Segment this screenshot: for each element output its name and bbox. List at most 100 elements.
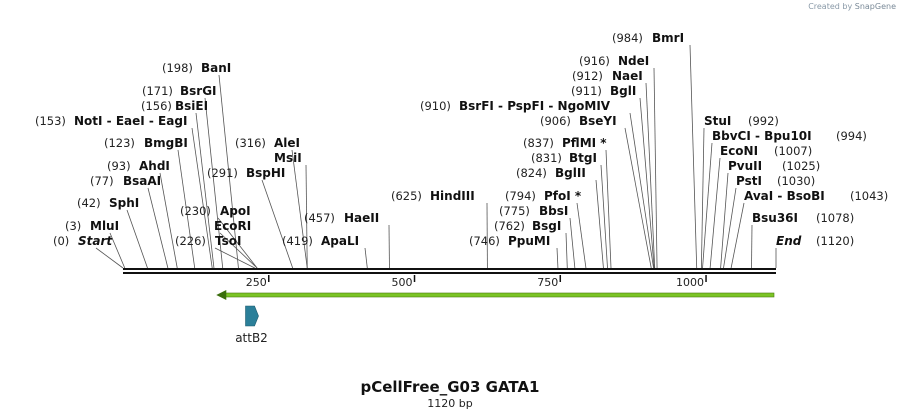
site-line-start — [95, 247, 124, 269]
site-position-bsu36i: (1078) — [816, 211, 854, 225]
axis-tick-label-500: 500 — [392, 276, 413, 289]
site-label-avai-bsobi[interactable]: AvaI - BsoBI — [744, 189, 825, 203]
site-line-bbsi — [569, 217, 576, 269]
site-label-end[interactable]: End — [776, 234, 802, 248]
site-position-pfoi: (794) — [505, 189, 536, 203]
features[interactable]: attB2 — [235, 305, 268, 345]
site-label-bmgbi[interactable]: BmgBI — [144, 136, 188, 150]
site-label-bgli[interactable]: BglI — [610, 84, 636, 98]
site-position-ppumi: (746) — [469, 234, 500, 248]
site-position-bsrfi-pspfi-ngomiv: (910) — [420, 99, 451, 113]
feature-attb2-shape[interactable] — [245, 305, 259, 327]
site-label-mlui[interactable]: MluI — [90, 219, 119, 233]
site-lines — [95, 44, 777, 269]
site-position-bmgbi: (123) — [104, 136, 135, 150]
site-line-pvuii — [720, 172, 729, 269]
site-position-bbvci-bpu10i: (994) — [836, 129, 867, 143]
axis-tick-label-250: 250 — [246, 276, 267, 289]
site-position-bgli: (911) — [571, 84, 602, 98]
site-label-apoi[interactable]: ApoI — [220, 204, 251, 218]
site-label-alei[interactable]: AleI — [274, 136, 300, 150]
site-position-bsaai: (77) — [90, 174, 114, 188]
site-line-bsphi — [261, 179, 294, 269]
site-line-naei — [645, 82, 656, 269]
site-label-bsiei[interactable]: BsiEI — [175, 99, 208, 113]
site-label-bglii[interactable]: BglII — [555, 166, 586, 180]
plasmid-name: pCellFree_G03 GATA1 — [360, 378, 540, 396]
site-label-ahdi[interactable]: AhdI — [139, 159, 170, 173]
site-labels: Start (0) MluI (3) SphI (42) BsaAI (77) AhdI (93)… — [35, 31, 888, 248]
site-label-hindiii[interactable]: HindIII — [430, 189, 475, 203]
site-line-ppumi — [556, 247, 559, 269]
site-position-hindiii: (625) — [391, 189, 422, 203]
site-label-naei[interactable]: NaeI — [612, 69, 643, 83]
site-label-pvuii[interactable]: PvuII — [728, 159, 762, 173]
site-label-noti-eaei-eagi[interactable]: NotI - EaeI - EagI — [74, 114, 187, 128]
site-position-stui: (992) — [748, 114, 779, 128]
site-label-bbsi[interactable]: BbsI — [539, 204, 568, 218]
site-position-bmri: (984) — [612, 31, 643, 45]
site-position-bsgi: (762) — [494, 219, 525, 233]
site-line-apoi — [217, 217, 258, 269]
site-label-bbvci-bpu10i[interactable]: BbvCI - Bpu10I — [712, 129, 812, 143]
site-label-bsphi[interactable]: BspHI — [246, 166, 285, 180]
site-label-bseyi[interactable]: BseYI — [579, 114, 617, 128]
orf-arrow[interactable] — [216, 290, 775, 300]
site-label-bmri[interactable]: BmrI — [652, 31, 684, 45]
site-line-econi — [709, 157, 721, 269]
site-line-avai-bsobi — [730, 202, 745, 269]
site-label-ppumi[interactable]: PpuMI — [508, 234, 550, 248]
site-line-ahdi — [159, 172, 178, 269]
orf-arrow-head[interactable] — [216, 290, 227, 300]
site-line-noti-eaei-eagi — [191, 127, 213, 269]
site-label-bsu36i[interactable]: Bsu36I — [752, 211, 798, 225]
plasmid-length: 1120 bp — [427, 397, 473, 410]
site-label-msii[interactable]: MsiI — [274, 151, 302, 165]
site-position-start: (0) — [53, 234, 69, 248]
backbone-top-strand — [123, 268, 776, 270]
site-position-end: (1120) — [816, 234, 854, 248]
site-position-bsphi: (291) — [207, 166, 238, 180]
feature-attb2-label[interactable]: attB2 — [235, 331, 268, 345]
site-label-stui[interactable]: StuI — [704, 114, 731, 128]
site-line-bani — [218, 74, 239, 269]
sequence-map: 250 500 750 1000 attB2 Start (0) MluI (3) SphI (… — [35, 31, 888, 345]
site-label-tsoi[interactable]: TsoI — [215, 234, 241, 248]
site-position-alei: (316) — [235, 136, 266, 150]
axis-tick-label-1000: 1000 — [676, 276, 704, 289]
site-label-bsgi[interactable]: BsgI — [532, 219, 561, 233]
site-position-econi: (1007) — [774, 144, 812, 158]
orf-arrow-body[interactable] — [223, 292, 775, 298]
site-label-pfoi[interactable]: PfoI * — [544, 189, 582, 203]
site-label-ecori[interactable]: EcoRI — [214, 219, 251, 233]
snapgene-credit: Created by SnapGene — [808, 2, 896, 11]
site-label-psti[interactable]: PstI — [736, 174, 762, 188]
site-line-bsgi — [565, 232, 568, 269]
site-label-bani[interactable]: BanI — [201, 61, 231, 75]
site-position-bglii: (824) — [516, 166, 547, 180]
site-label-btgi[interactable]: BtgI — [569, 151, 597, 165]
site-line-bglii — [595, 179, 604, 269]
site-position-bani: (198) — [162, 61, 193, 75]
site-line-bseyi — [624, 127, 652, 269]
site-line-tsoi — [214, 247, 255, 269]
site-position-haeii: (457) — [304, 211, 335, 225]
site-position-avai-bsobi: (1043) — [850, 189, 888, 203]
site-label-econi[interactable]: EcoNI — [720, 144, 758, 158]
site-label-sphi[interactable]: SphI — [109, 196, 139, 210]
site-label-bsrfi-pspfi-ngomiv[interactable]: BsrFI - PspFI - NgoMIV — [459, 99, 611, 113]
site-line-pflmi — [605, 149, 612, 269]
site-line-bsrgi — [204, 97, 224, 269]
site-position-tsoi: (226) — [175, 234, 206, 248]
site-label-pflmi[interactable]: PflMI * — [562, 136, 607, 150]
site-label-haeii[interactable]: HaeII — [344, 211, 379, 225]
site-label-start[interactable]: Start — [78, 234, 113, 248]
site-label-apali[interactable]: ApaLI — [321, 234, 359, 248]
site-line-pfoi — [576, 202, 587, 269]
site-label-bsrgi[interactable]: BsrGI — [180, 84, 217, 98]
site-line-bmri — [689, 44, 698, 269]
site-position-apali: (419) — [282, 234, 313, 248]
site-line-bmgbi — [177, 149, 196, 269]
site-label-bsaai[interactable]: BsaAI — [123, 174, 161, 188]
site-label-ndei[interactable]: NdeI — [618, 54, 649, 68]
